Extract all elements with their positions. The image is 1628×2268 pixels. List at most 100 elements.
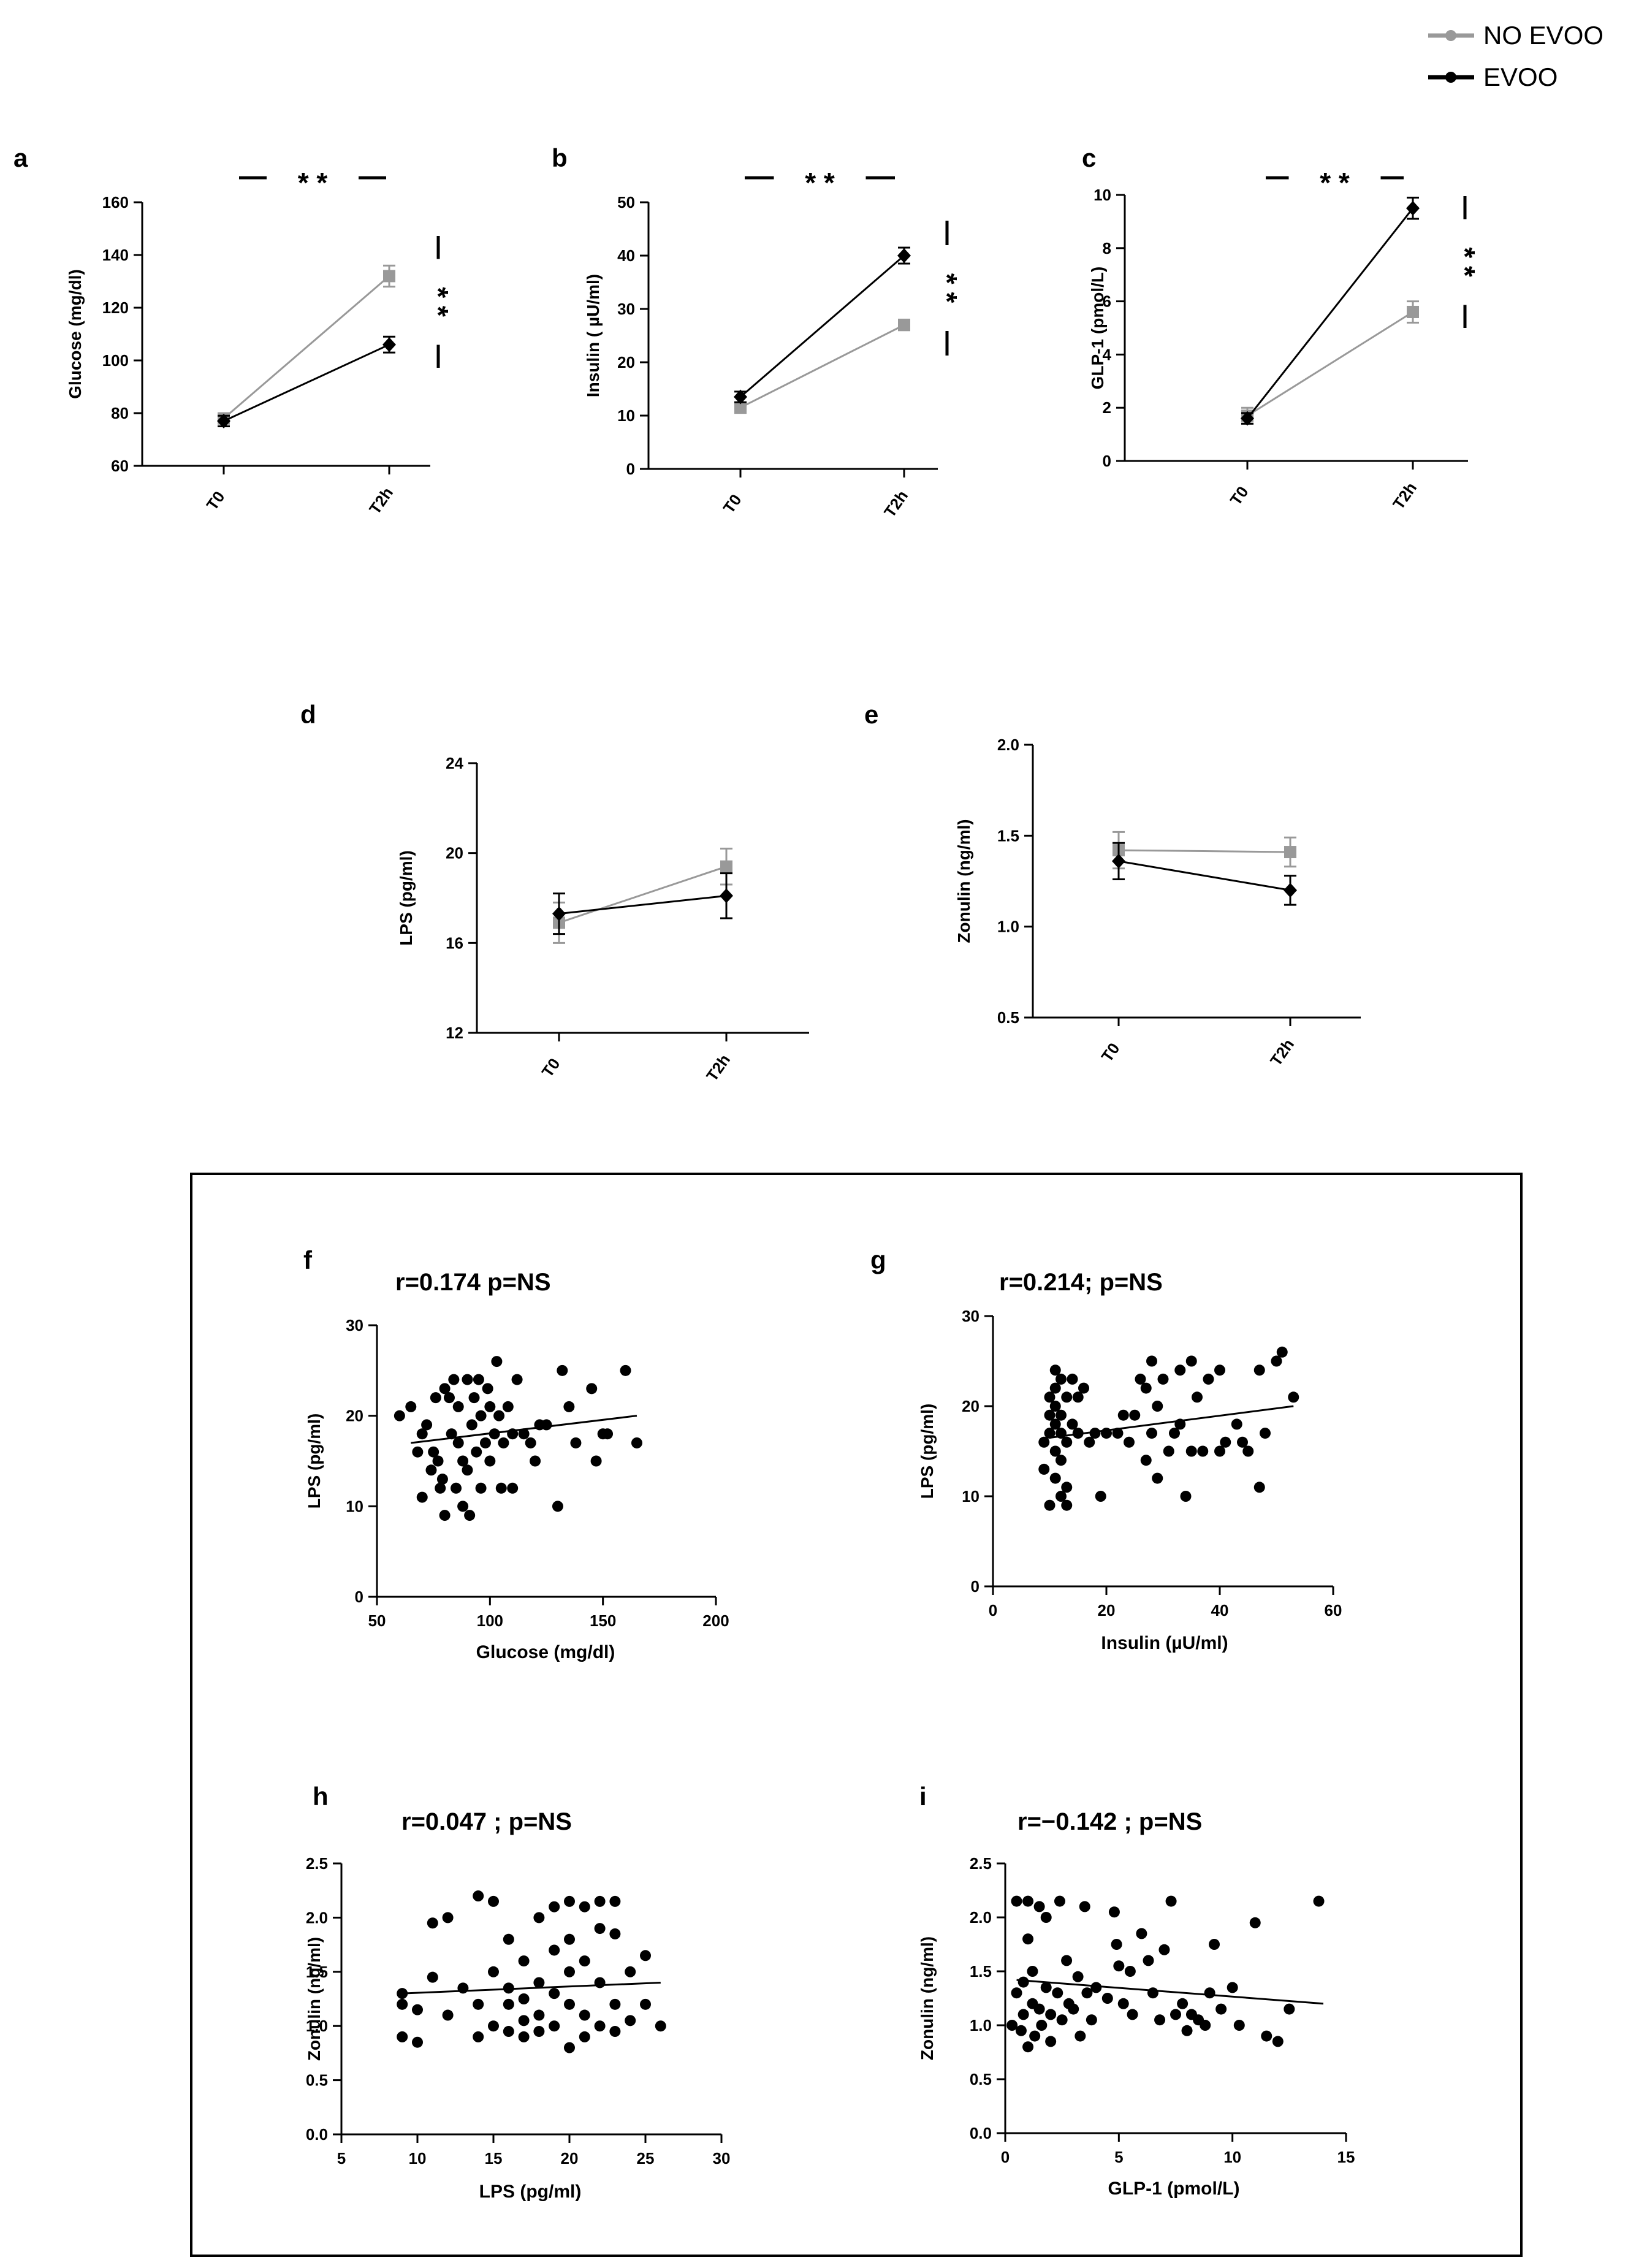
data-point	[511, 1374, 523, 1385]
data-point	[1061, 1499, 1073, 1511]
x-tick-label: 25	[637, 2149, 655, 2167]
data-point	[1061, 1955, 1073, 1966]
y-tick-label: 1.5	[970, 1962, 992, 1981]
data-point	[640, 1950, 651, 1962]
x-tick-label: 20	[561, 2149, 579, 2167]
data-point	[1209, 1939, 1220, 1950]
data-point	[427, 1917, 438, 1929]
y-tick-label: 20	[962, 1397, 979, 1415]
data-point	[1056, 1409, 1067, 1421]
data-point	[1112, 853, 1125, 869]
correlation-stats: r=0.047 ; p=NS	[401, 1808, 572, 1835]
x-tick-label: T0	[538, 1055, 564, 1081]
data-point	[1284, 2003, 1295, 2015]
y-axis-title: Zonulin (ng/ml)	[918, 1936, 937, 2060]
data-point	[564, 1966, 575, 1977]
series-evoo	[552, 872, 733, 935]
x-tick-label: 0	[1001, 2148, 1010, 2166]
data-point	[564, 1895, 575, 1907]
data-point	[1011, 1895, 1022, 1907]
y-tick-label: 1.0	[970, 2016, 992, 2034]
data-point	[1233, 2020, 1245, 2031]
data-point	[1068, 2003, 1079, 2015]
data-point	[570, 1437, 582, 1448]
y-tick-label: 0.5	[970, 2070, 992, 2088]
data-point	[1146, 1428, 1157, 1439]
y-tick-label: 60	[111, 457, 129, 475]
data-point	[1185, 1355, 1197, 1367]
series-evoo	[1241, 196, 1420, 426]
data-point	[625, 1966, 636, 1977]
y-tick-label: 100	[102, 351, 129, 370]
y-tick-label: 2.0	[997, 736, 1019, 754]
y-tick-label: 0	[1103, 452, 1111, 470]
data-point	[609, 1928, 621, 1939]
y-tick-label: 30	[962, 1307, 979, 1325]
data-point	[549, 1944, 560, 1956]
data-point	[552, 906, 566, 921]
regression-line	[402, 1981, 661, 1995]
y-axis-title: LPS (pg/ml)	[305, 1414, 324, 1509]
legend: NO EVOO EVOO	[1428, 21, 1603, 91]
x-tick-label: 200	[702, 1612, 729, 1630]
data-point	[1231, 1418, 1242, 1430]
data-point	[1022, 1895, 1034, 1907]
significance-label-top: * *	[805, 167, 835, 199]
panel-label: b	[552, 143, 568, 172]
data-point	[488, 1966, 499, 1977]
data-point	[502, 1401, 514, 1412]
significance-label-side: * *	[931, 273, 963, 303]
data-point	[1117, 1409, 1129, 1421]
data-point	[503, 2026, 514, 2038]
data-point	[1143, 1955, 1154, 1966]
panel-b: b 0 10 20 30 40 50 Insulin ( µU/ml) T0 T2h * * * *	[552, 143, 963, 520]
panel-label: h	[313, 1782, 329, 1811]
y-tick-label: 10	[346, 1497, 363, 1515]
panel-d: d 12 16 20 24 LPS (pg/ml) T0 T2h	[300, 700, 809, 1084]
data-point	[1045, 2036, 1057, 2047]
data-point	[1214, 1445, 1225, 1457]
y-tick-label: 20	[617, 353, 635, 371]
y-axis-title: LPS (pg/ml)	[918, 1404, 937, 1499]
data-point	[1017, 2009, 1029, 2020]
data-point	[442, 1912, 454, 1924]
legend-label-no-evoo: NO EVOO	[1483, 21, 1603, 50]
data-point	[1154, 2014, 1166, 2026]
data-point	[1117, 1998, 1129, 2009]
data-point	[518, 1955, 530, 1967]
series-no-evoo	[553, 847, 732, 944]
scatter-points	[394, 1356, 642, 1521]
data-point	[503, 1998, 514, 2010]
data-point	[1214, 1364, 1225, 1376]
data-point	[394, 1410, 405, 1421]
data-point	[734, 389, 747, 405]
y-tick-label: 20	[346, 1407, 363, 1425]
panel-i: i 0.0 0.5 1.0 1.5 2.0 2.5 Zonulin (ng/ml) 0 5 10 15…	[918, 1782, 1355, 2199]
y-tick-label: 1.0	[306, 2017, 328, 2035]
panel-g: g 0 10 20 30 LPS (pg/ml) 0 20 40 60 Insulin (µU/ml…	[870, 1246, 1342, 1653]
panel-label: f	[303, 1246, 313, 1274]
y-tick-label: 0.0	[306, 2125, 328, 2144]
x-tick-label: 30	[713, 2149, 731, 2167]
data-point	[466, 1419, 477, 1431]
data-point	[488, 2020, 499, 2032]
series-line	[740, 254, 905, 398]
data-point	[1056, 1373, 1067, 1385]
x-tick-label: 15	[1337, 2148, 1355, 2166]
data-point	[1288, 1391, 1299, 1403]
data-point	[416, 1491, 428, 1503]
y-tick-label: 80	[111, 404, 129, 422]
series-evoo	[734, 246, 911, 405]
data-point	[533, 2026, 545, 2038]
data-point	[439, 1383, 451, 1395]
y-tick-label: 140	[102, 246, 129, 264]
x-tick-label: T2h	[365, 484, 397, 517]
series-line	[558, 894, 727, 915]
panel-label: c	[1082, 143, 1096, 172]
x-axis-title: LPS (pg/ml)	[479, 2182, 582, 2202]
data-point	[1038, 1436, 1050, 1448]
data-point	[1056, 2014, 1068, 2026]
y-axis-title: GLP-1 (pmol/L)	[1088, 267, 1107, 390]
data-point	[1049, 1445, 1061, 1457]
y-tick-label: 2.5	[970, 1854, 992, 1873]
